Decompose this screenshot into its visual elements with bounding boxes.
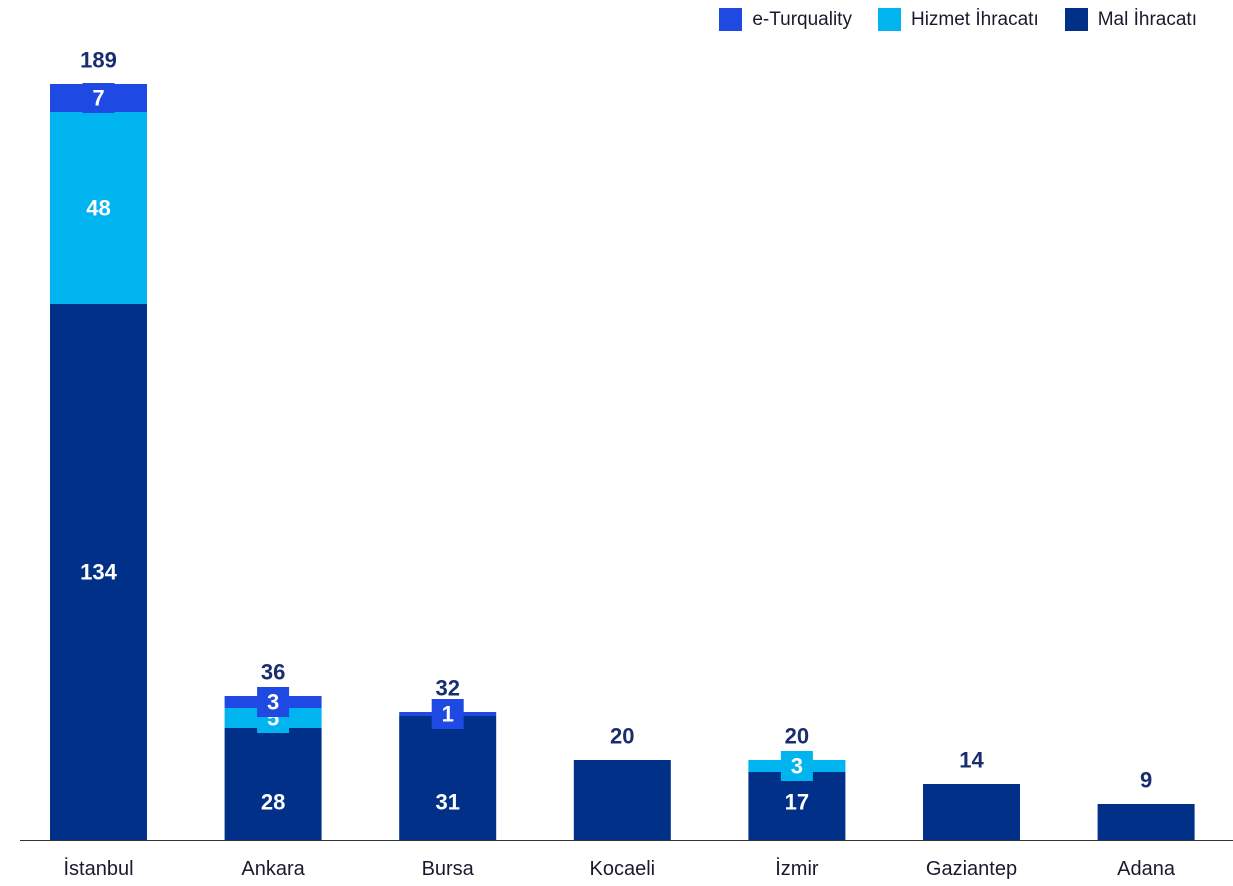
x-tick-label-kocaeli: Kocaeli	[589, 858, 655, 880]
data-label-mal-ihracati-bursa: 31	[435, 790, 459, 815]
data-label-hizmet-ihracati-izmir: 3	[791, 754, 803, 779]
data-label-box-hizmet-ihracati-izmir	[780, 751, 813, 781]
data-label-hizmet-ihracati-istanbul: 48	[86, 196, 110, 221]
bar-mal-ihracati-izmir	[748, 772, 846, 840]
x-tick-label-adana: Adana	[1117, 858, 1176, 880]
total-label-istanbul: 189	[80, 48, 117, 73]
total-label-kocaeli: 20	[610, 724, 634, 749]
total-label-gaziantep: 14	[959, 748, 984, 773]
total-label-ankara: 36	[261, 660, 285, 685]
legend-label-e-turquality: e-Turquality	[752, 8, 852, 30]
data-label-e-turquality-istanbul: 7	[92, 86, 104, 111]
legend-item-e-turquality: e-Turquality	[719, 8, 852, 31]
bar-mal-ihracati-gaziantep	[923, 784, 1020, 840]
total-label-bursa: 32	[435, 676, 459, 701]
legend-item-mal-ihracati: Mal İhracatı	[1064, 8, 1197, 31]
x-tick-label-izmir: İzmir	[775, 857, 819, 880]
x-tick-label-istanbul: İstanbul	[63, 857, 133, 880]
data-label-mal-ihracati-istanbul: 134	[80, 560, 117, 585]
bar-hizmet-ihracati-istanbul	[50, 112, 147, 304]
legend-label-mal-ihracati: Mal İhracatı	[1097, 8, 1197, 30]
data-label-e-turquality-ankara: 3	[267, 690, 279, 715]
legend-swatch-e-turquality	[719, 8, 743, 31]
total-label-izmir: 20	[785, 724, 809, 749]
legend-swatch-mal-ihracati	[1064, 8, 1088, 31]
bar-mal-ihracati-bursa	[399, 716, 497, 840]
data-label-e-turquality-bursa: 1	[442, 702, 454, 727]
legend-label-hizmet-ihracati: Hizmet İhracatı	[910, 8, 1039, 30]
total-label-adana: 9	[1140, 768, 1152, 793]
bar-mal-ihracati-ankara	[224, 728, 322, 840]
x-tick-label-bursa: Bursa	[422, 858, 475, 880]
data-label-box-e-turquality-istanbul	[82, 83, 115, 113]
data-label-mal-ihracati-ankara: 28	[261, 790, 285, 815]
legend-swatch-hizmet-ihracati	[877, 8, 901, 31]
bar-mal-ihracati-adana	[1097, 804, 1195, 840]
bar-mal-ihracati-istanbul	[50, 304, 147, 840]
x-tick-label-ankara: Ankara	[241, 858, 305, 880]
bar-mal-ihracati-kocaeli	[573, 760, 671, 840]
legend-item-hizmet-ihracati: Hizmet İhracatı	[877, 8, 1039, 31]
data-label-box-e-turquality-bursa	[431, 699, 464, 729]
data-label-box-e-turquality-ankara	[257, 687, 290, 717]
data-label-mal-ihracati-izmir: 17	[785, 790, 809, 815]
x-tick-label-gaziantep: Gaziantep	[926, 858, 1017, 880]
chart-legend: e-Turquality Hizmet İhracatı Mal İhracat…	[719, 8, 1197, 31]
